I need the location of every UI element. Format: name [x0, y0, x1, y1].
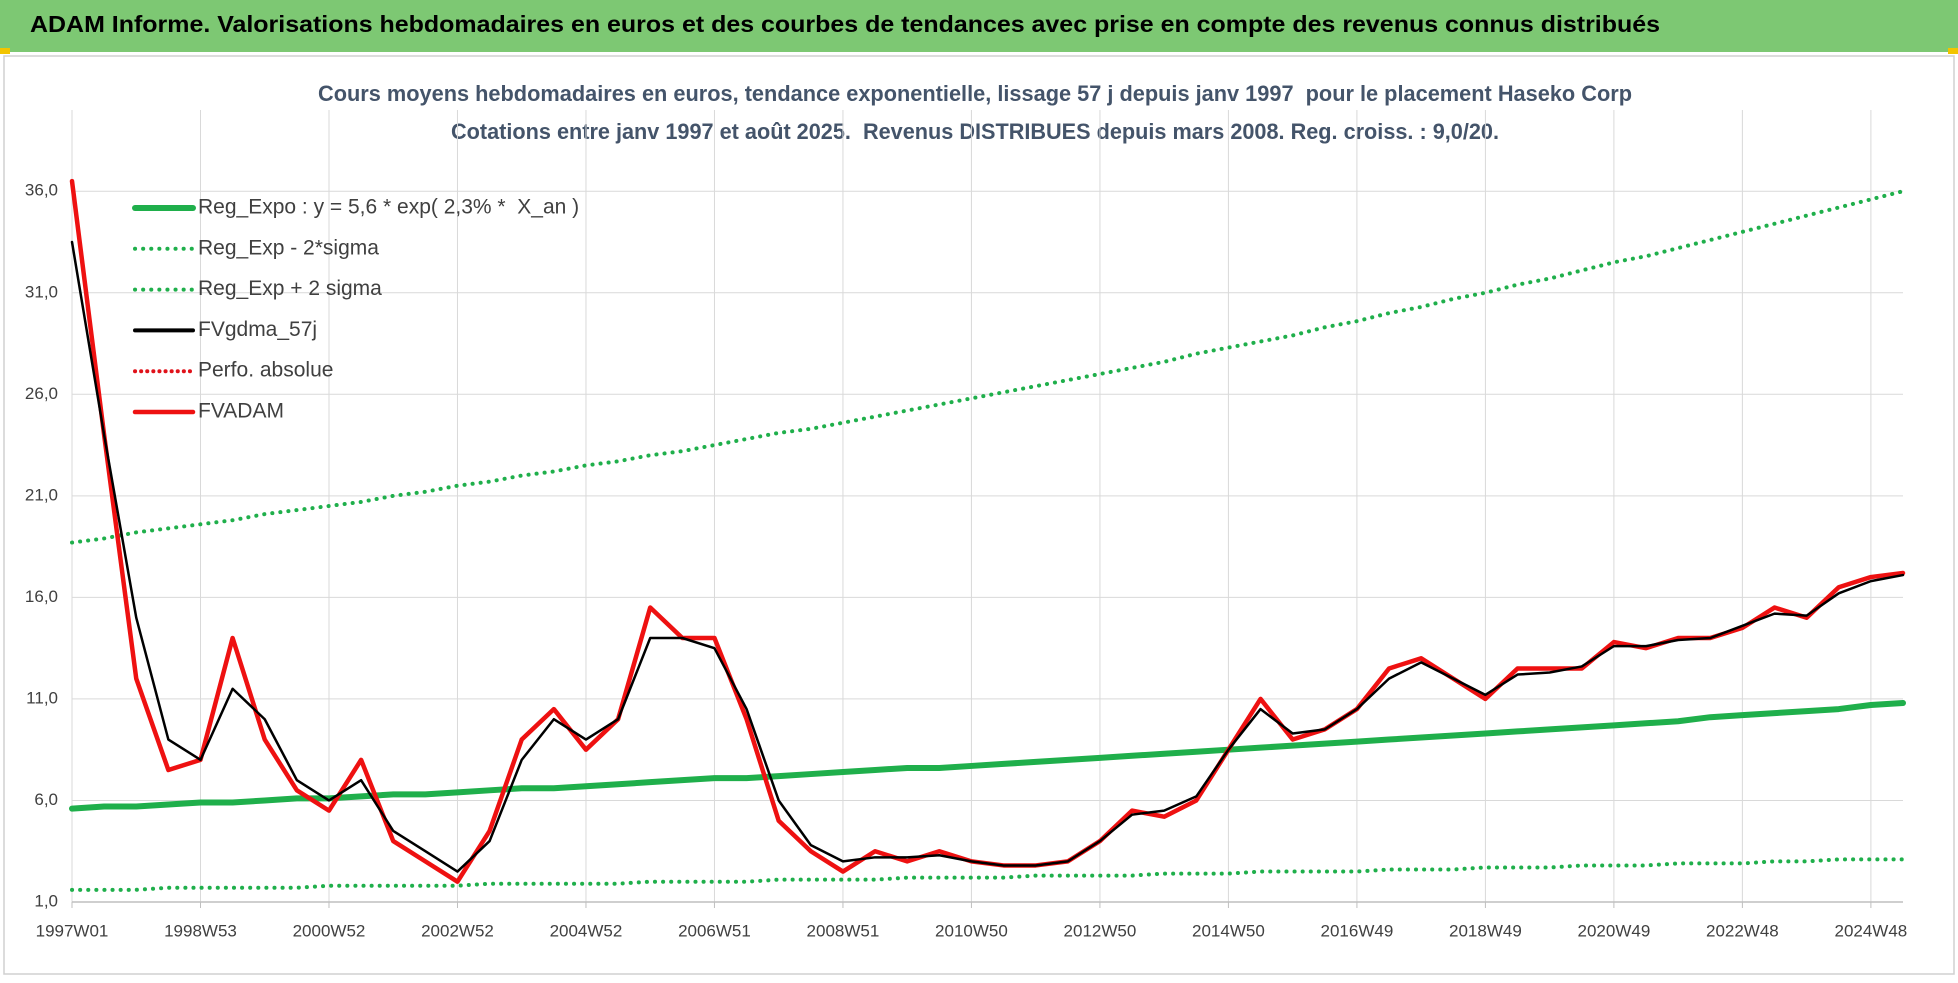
chart-subtitle: Cotations entre janv 1997 et août 2025. … [451, 119, 1499, 144]
x-tick-label: 2014W50 [1192, 921, 1265, 940]
series-line [70, 857, 1905, 892]
legend-label: Perfo. absolue [198, 359, 333, 382]
page-title: ADAM Informe. Valorisations hebdomadaire… [30, 11, 1660, 37]
x-tick-label: 2000W52 [293, 921, 366, 940]
x-tick-label: 2024W48 [1834, 921, 1907, 940]
x-tick-label: 2002W52 [421, 921, 494, 940]
x-tick-label: 2010W50 [935, 921, 1008, 940]
corner-mark [1948, 48, 1958, 54]
legend-label: Reg_Exp + 2 sigma [198, 277, 382, 300]
y-tick-label: 26,0 [25, 384, 58, 403]
series-line [70, 189, 1905, 545]
x-tick-label: 1997W01 [36, 921, 109, 940]
x-tick-label: 2004W52 [550, 921, 623, 940]
y-tick-label: 1,0 [34, 891, 58, 910]
x-tick-label: 2022W48 [1706, 921, 1779, 940]
x-tick-label: 2016W49 [1321, 921, 1394, 940]
y-tick-label: 16,0 [25, 587, 58, 606]
legend-label: FVgdma_57j [198, 318, 317, 341]
y-tick-label: 31,0 [25, 282, 58, 301]
x-tick-label: 2008W51 [807, 921, 880, 940]
x-tick-label: 2012W50 [1064, 921, 1137, 940]
corner-mark [0, 48, 10, 54]
legend-label: FVADAM [198, 400, 284, 423]
x-tick-label: 2020W49 [1578, 921, 1651, 940]
x-tick-label: 1998W53 [164, 921, 237, 940]
chart-frame [3, 55, 1955, 975]
series-line [69, 699, 1906, 812]
y-tick-label: 6,0 [34, 790, 58, 809]
header-band [0, 0, 1958, 52]
plot-area: 1997W01 1998W53 2000W52 2002W52 2004W52 2006W… [25, 110, 1907, 940]
series-line [70, 240, 1905, 873]
x-tick-label: 2006W51 [678, 921, 751, 940]
y-tick-label: 36,0 [25, 181, 58, 200]
y-tick-label: 21,0 [25, 485, 58, 504]
legend-label: Reg_Exp - 2*sigma [198, 236, 379, 259]
x-tick-label: 2018W49 [1449, 921, 1522, 940]
y-tick-label: 11,0 [26, 688, 58, 707]
legend-label: Reg_Expo : y = 5,6 * exp( 2,3% * X_an ) [198, 196, 579, 219]
chart-title: Cours moyens hebdomadaires en euros, ten… [318, 81, 1632, 106]
